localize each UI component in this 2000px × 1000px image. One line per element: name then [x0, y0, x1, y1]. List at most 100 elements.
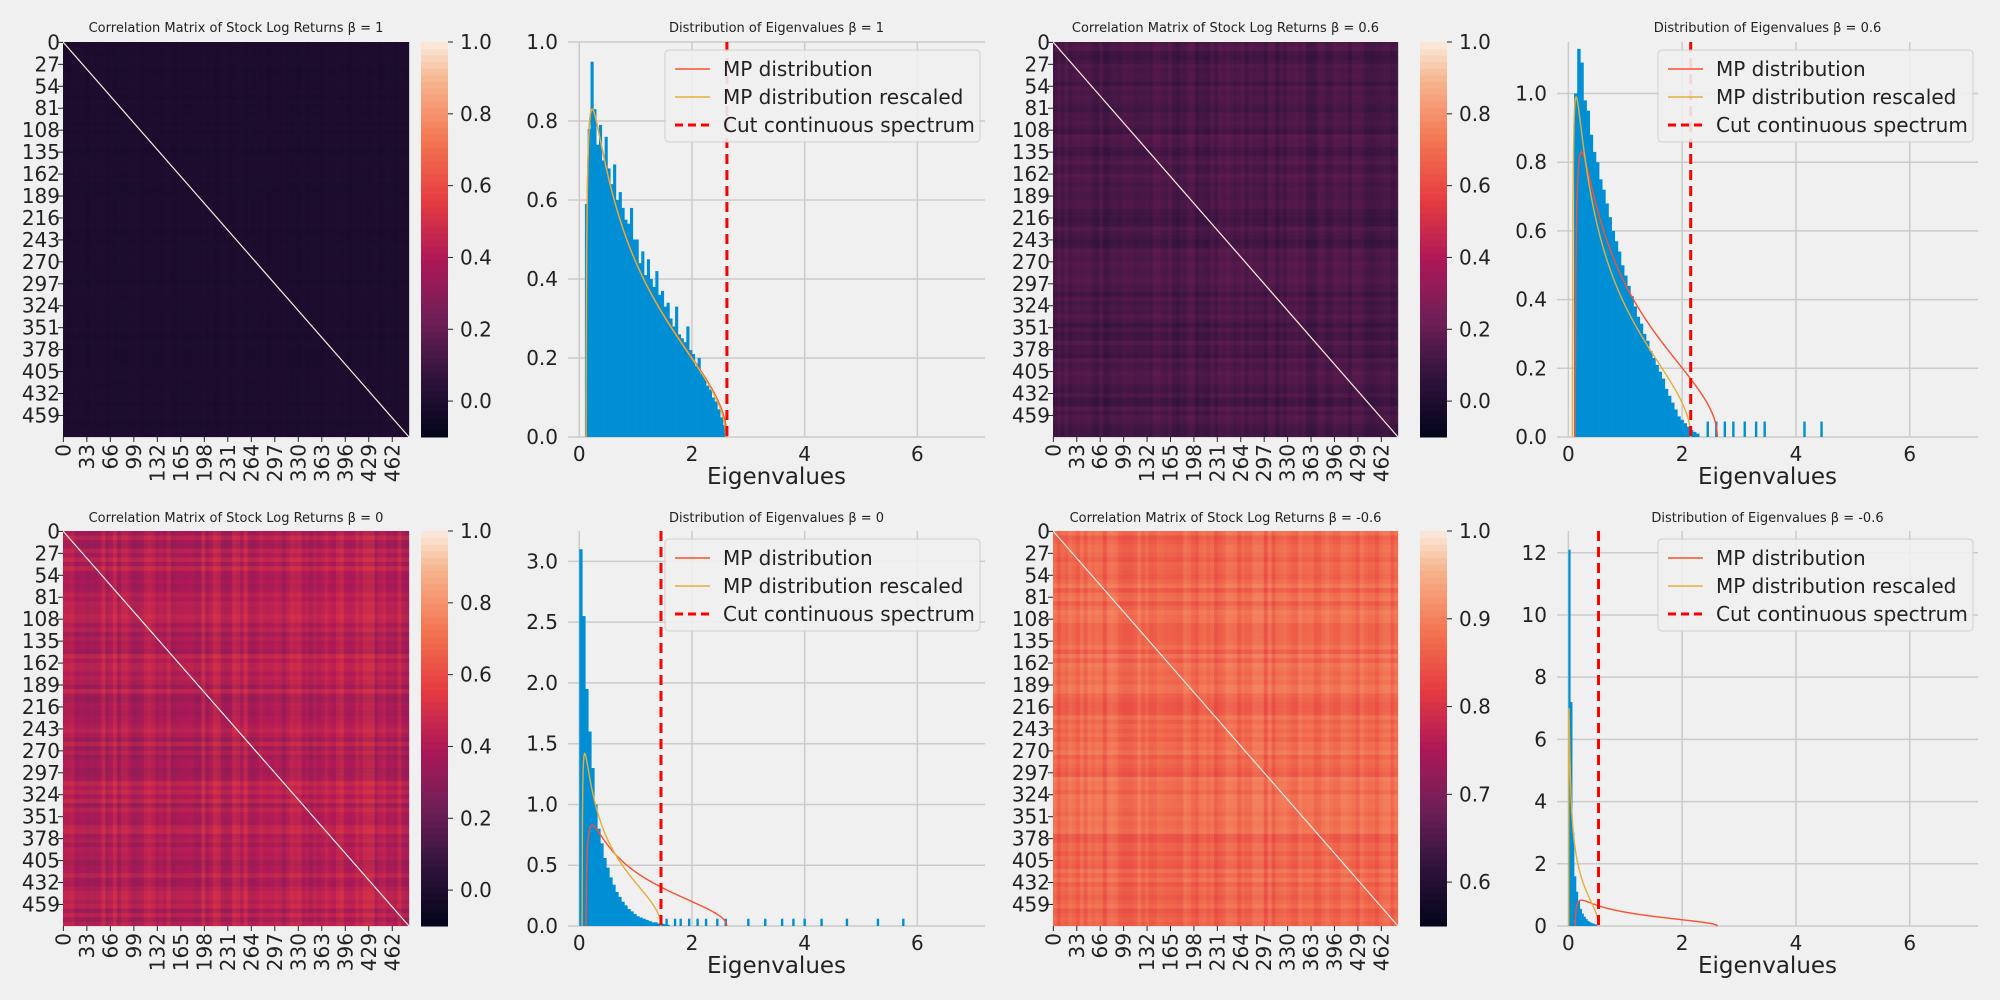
- colorbar-segment: [421, 74, 448, 82]
- heatmap-x-tick-label: 198: [192, 444, 216, 482]
- legend-label: Cut continuous spectrum: [723, 602, 975, 626]
- outlier-eigenvalue-bar: [1754, 421, 1758, 437]
- histogram-bar: [655, 271, 659, 437]
- heatmap-x-tick-label: 165: [1158, 933, 1182, 971]
- heatmap-row-stripe: [63, 895, 409, 900]
- colorbar-segment: [421, 160, 448, 168]
- heatmap-row-stripe: [63, 279, 409, 284]
- heatmap-column-stripe: [270, 531, 275, 926]
- colorbar-segment: [421, 702, 448, 710]
- histogram-bar: [1636, 316, 1641, 437]
- heatmap-row-stripe: [63, 627, 409, 633]
- heatmap-row-stripe: [63, 322, 409, 328]
- heatmap-row-stripe: [63, 371, 409, 376]
- heatmap-row-stripe: [63, 689, 409, 694]
- colorbar-tick-label: 0.4: [1459, 245, 1491, 269]
- heatmap-column-stripe: [86, 42, 91, 437]
- heatmap-row-stripe: [1053, 851, 1398, 857]
- heatmap-row-stripe: [1053, 825, 1398, 830]
- heatmap-column-stripe: [109, 531, 114, 926]
- heatmap-column-stripe: [297, 531, 302, 926]
- heatmap-row-stripe: [1053, 204, 1398, 210]
- heatmap-column-stripe: [1206, 42, 1211, 437]
- heatmap-row-stripe: [1053, 763, 1398, 769]
- heatmap-row-stripe: [1053, 750, 1398, 756]
- heatmap-row-stripe: [1053, 384, 1398, 390]
- heatmap-column-stripe: [274, 42, 279, 437]
- heatmap-column-stripe: [120, 42, 125, 437]
- colorbar-segment: [421, 675, 448, 683]
- heatmap-row-stripe: [63, 388, 409, 394]
- histogram-bar: [582, 616, 586, 926]
- histogram-bar: [1658, 371, 1662, 437]
- heatmap-row-stripe: [63, 851, 409, 857]
- heatmap-row-stripe: [63, 667, 409, 672]
- colorbar-segment: [1420, 311, 1447, 319]
- heatmap-row-stripe: [1053, 697, 1398, 703]
- histogram-bar: [621, 901, 625, 926]
- histogram-bar: [603, 857, 607, 926]
- heatmap-column-stripe: [1183, 531, 1188, 926]
- colorbar-segment: [1420, 358, 1447, 366]
- heatmap-column-stripe: [1183, 42, 1188, 437]
- colorbar-tick-label: 0.2: [460, 806, 492, 830]
- heatmap-row-stripe: [1053, 265, 1398, 271]
- colorbar-segment: [421, 147, 448, 155]
- heatmap-column-stripe: [1141, 42, 1146, 437]
- heatmap-row-stripe: [1053, 257, 1398, 262]
- colorbar-segment: [421, 656, 448, 664]
- heatmap-column-stripe: [1313, 42, 1318, 437]
- heatmap-column-stripe: [1198, 531, 1203, 926]
- histogram-bar: [1583, 916, 1586, 926]
- heatmap-x-tick-label: 264: [239, 933, 263, 971]
- heatmap-row-stripe: [1053, 309, 1398, 315]
- heatmap-row-stripe: [1053, 362, 1398, 368]
- heatmap-x-tick-label: 429: [1346, 933, 1370, 971]
- heatmap-column-stripe: [155, 531, 160, 926]
- histogram-bar: [641, 251, 645, 437]
- heatmap-column-stripe: [351, 531, 356, 926]
- histogram-bar: [636, 916, 640, 926]
- heatmap-column-stripe: [1386, 531, 1391, 926]
- heatmap-y-tick-label: 405: [1012, 360, 1050, 384]
- histogram-bar: [651, 922, 655, 926]
- histogram-bar: [657, 923, 661, 926]
- colorbar-segment: [1420, 807, 1447, 815]
- heatmap-column-stripe: [1125, 42, 1130, 437]
- heatmap-column-stripe: [1313, 531, 1318, 926]
- heatmap-column-stripe: [251, 42, 256, 437]
- legend: MP distribution MP distribution rescaled C…: [1657, 49, 1974, 143]
- heatmap-column-stripe: [1275, 531, 1280, 926]
- heatmap-column-stripe: [1367, 42, 1372, 437]
- colorbar-segment: [421, 279, 448, 287]
- heatmap-column-stripe: [1095, 531, 1100, 926]
- heatmap-row-stripe: [63, 156, 409, 161]
- colorbar-tick-label: 0.4: [460, 734, 492, 758]
- heatmap-x-tick-label: 0: [1041, 444, 1065, 457]
- heatmap-column-stripe: [1306, 42, 1311, 437]
- y-tick-label: 0.2: [526, 346, 558, 370]
- heatmap-diagonal: [1052, 41, 1399, 438]
- colorbar-segment: [1420, 689, 1447, 697]
- heatmap-column-stripe: [251, 531, 256, 926]
- colorbar-segment: [421, 101, 448, 109]
- heatmap-column-stripe: [359, 42, 364, 437]
- heatmap-row-stripe: [63, 432, 409, 438]
- histogram-bar: [1696, 433, 1700, 437]
- histogram-bar: [1624, 275, 1628, 437]
- heatmap-column-stripe: [309, 531, 314, 926]
- heatmap-x-tick-label: 66: [98, 933, 122, 958]
- heatmap-row-stripe: [63, 191, 409, 196]
- x-tick-label: 6: [1903, 931, 1916, 955]
- heatmap-row-stripe: [1053, 366, 1398, 372]
- heatmap-row-stripe: [1053, 99, 1398, 104]
- heatmap-column-stripe: [1202, 531, 1207, 926]
- histogram-bar: [1580, 62, 1584, 438]
- heatmap-column-stripe: [385, 42, 391, 437]
- colorbar-segment: [421, 682, 448, 690]
- histogram-bar: [591, 768, 595, 926]
- heatmap-column-stripe: [132, 42, 137, 437]
- heatmap-column-stripe: [66, 531, 71, 926]
- heatmap-column-stripe: [1171, 42, 1176, 437]
- heatmap-row-stripe: [63, 570, 409, 576]
